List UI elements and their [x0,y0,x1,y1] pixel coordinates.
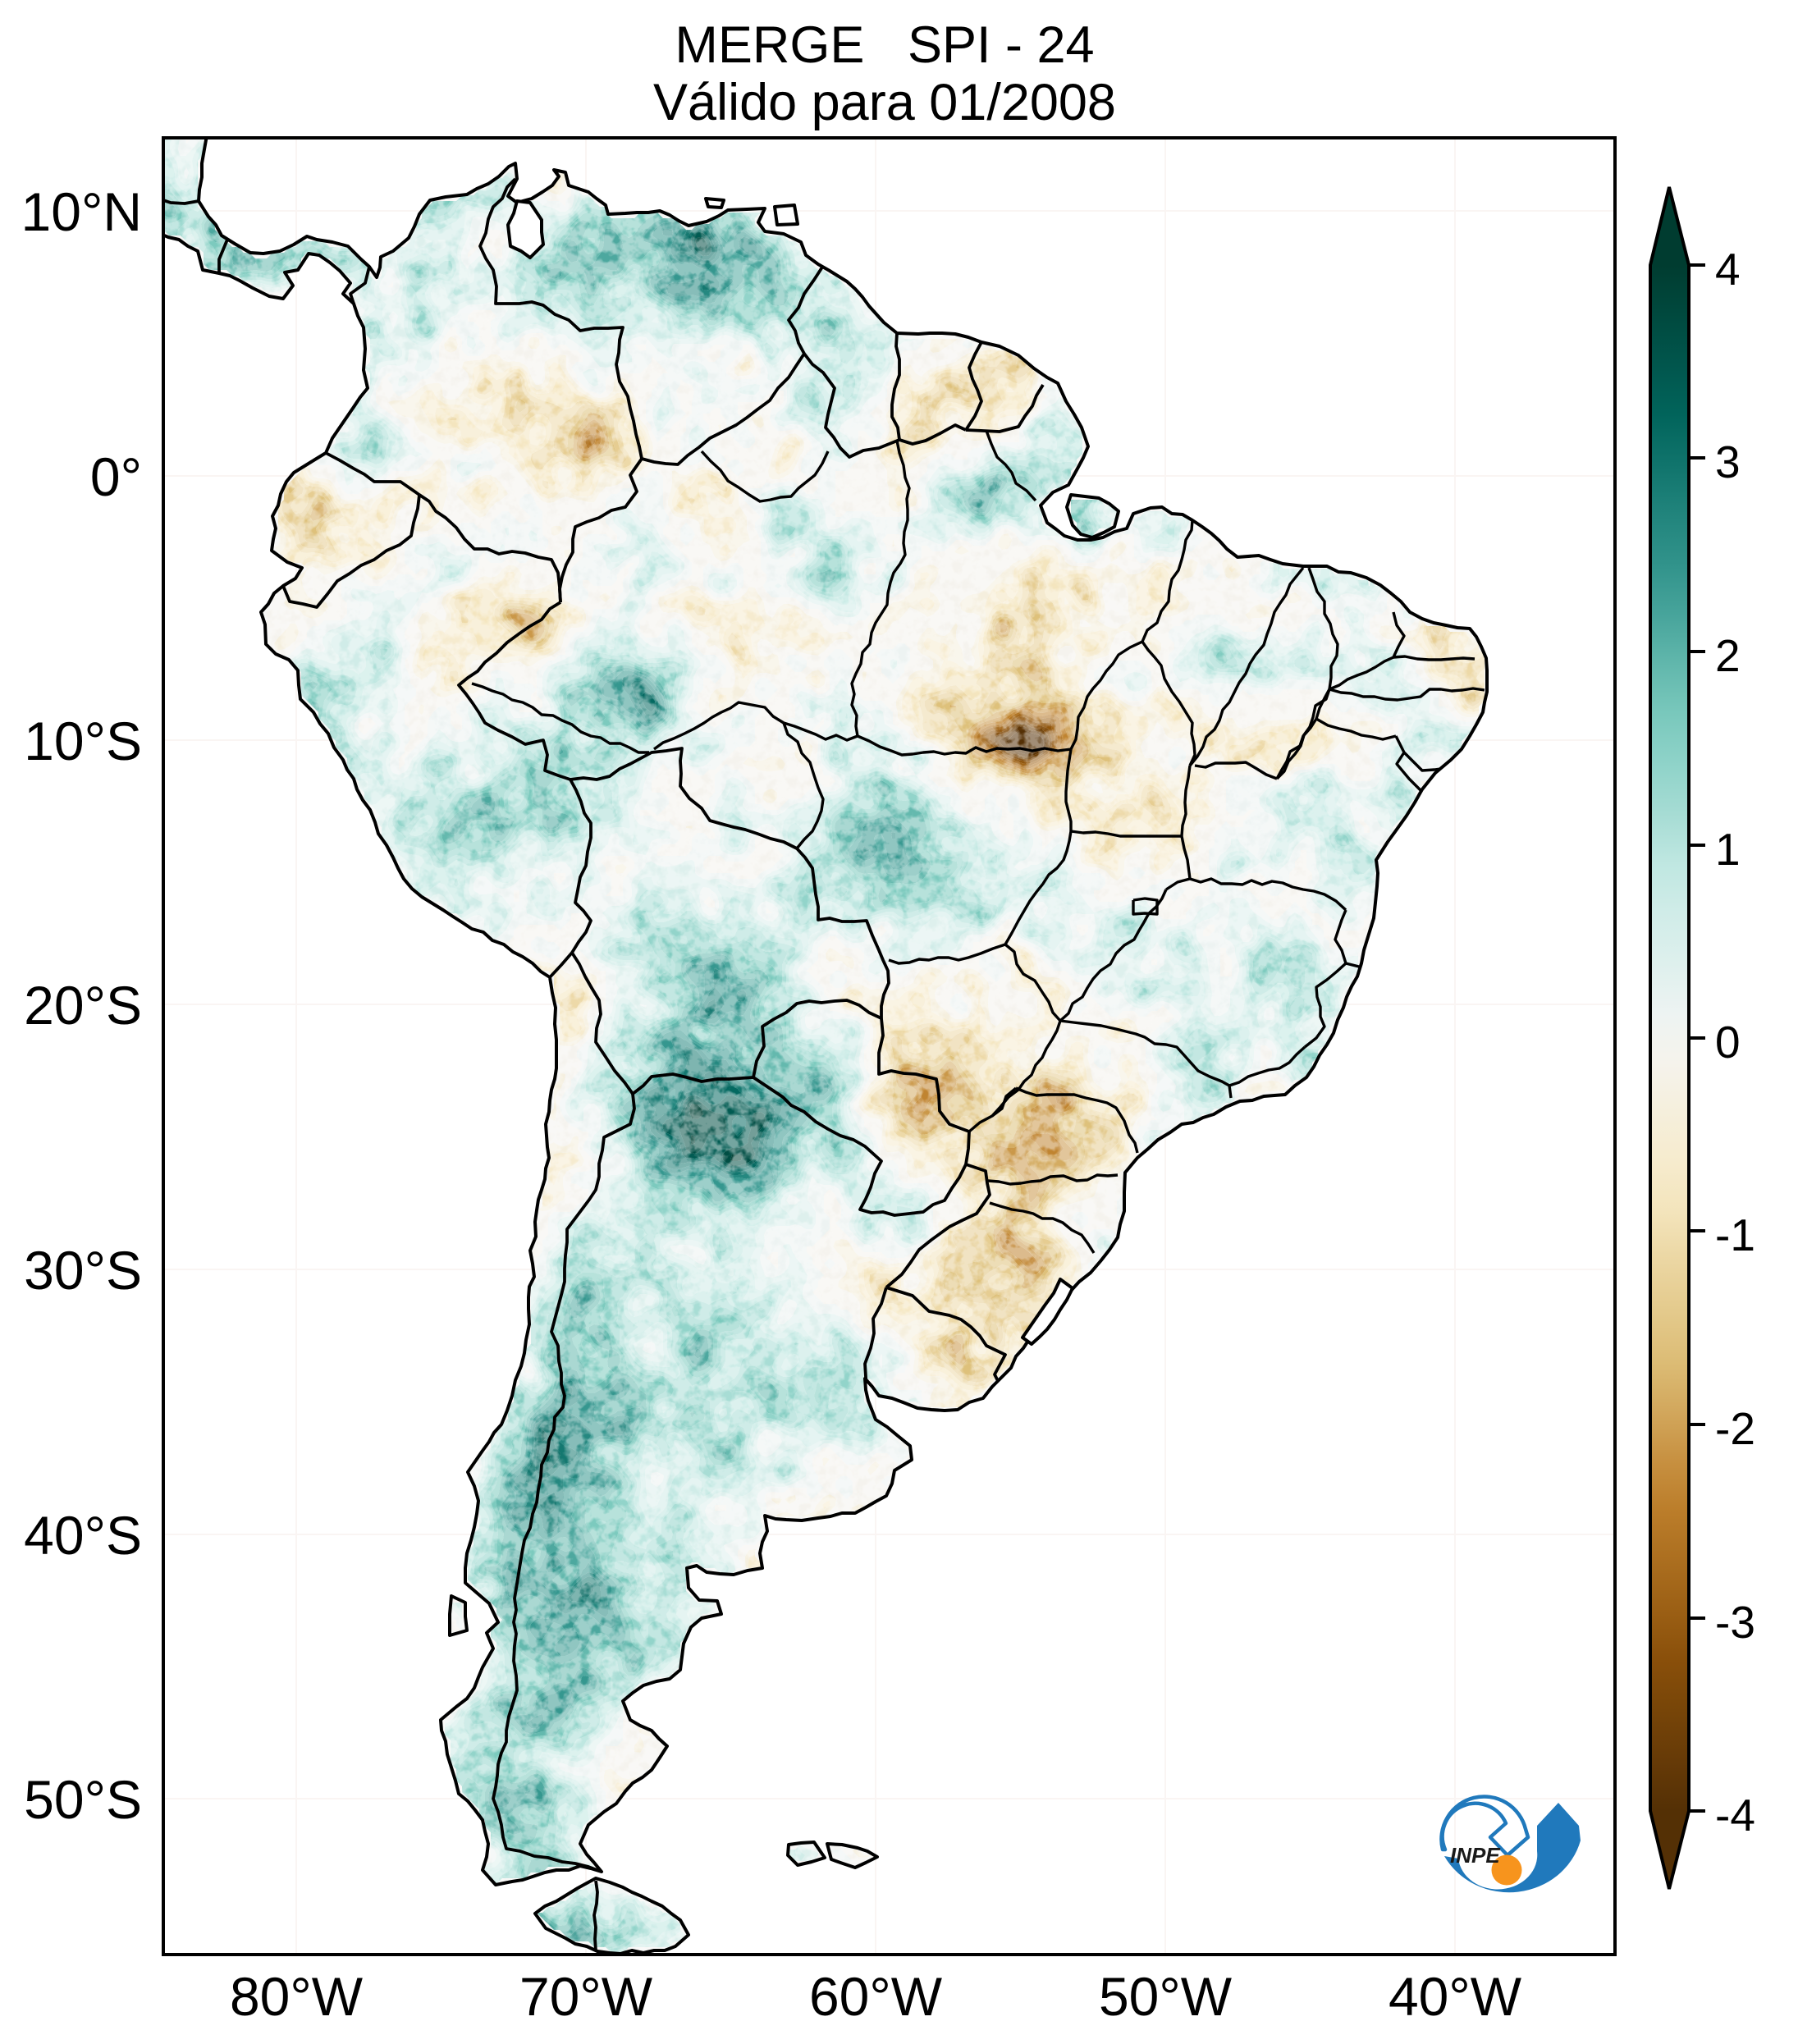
svg-text:Válido para 01/2008: Válido para 01/2008 [653,74,1116,131]
svg-text:4: 4 [1715,244,1741,295]
svg-text:30°S: 30°S [24,1240,142,1301]
svg-text:70°W: 70°W [519,1966,653,2027]
svg-text:20°S: 20°S [24,975,142,1036]
svg-text:60°W: 60°W [809,1966,943,2027]
svg-text:2: 2 [1715,630,1741,681]
svg-text:40°W: 40°W [1389,1966,1522,2027]
svg-text:INPE: INPE [1450,1843,1500,1868]
svg-text:10°S: 10°S [24,711,142,771]
svg-text:-4: -4 [1715,1790,1755,1841]
svg-text:-1: -1 [1715,1209,1755,1260]
svg-text:0°: 0° [90,446,142,507]
svg-text:MERGE SPI - 24: MERGE SPI - 24 [675,16,1094,74]
svg-text:10°N: 10°N [21,181,142,242]
svg-text:50°S: 50°S [24,1769,142,1830]
svg-text:-2: -2 [1715,1403,1755,1454]
svg-text:40°S: 40°S [24,1505,142,1566]
svg-text:80°W: 80°W [230,1966,364,2027]
svg-text:3: 3 [1715,437,1741,487]
svg-text:1: 1 [1715,824,1741,875]
svg-text:50°W: 50°W [1099,1966,1233,2027]
svg-text:-3: -3 [1715,1597,1755,1648]
svg-text:0: 0 [1715,1017,1741,1068]
